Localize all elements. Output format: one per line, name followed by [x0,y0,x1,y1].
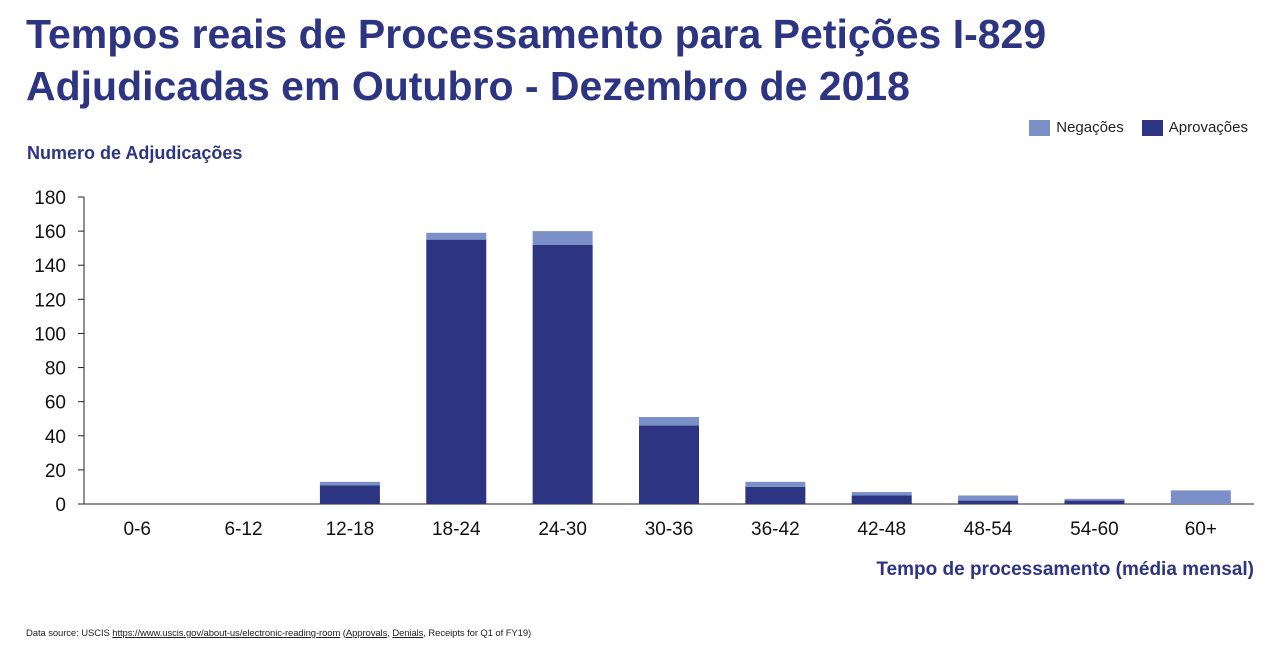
legend-label-negacoes: Negações [1056,119,1124,136]
bar-aprovacoes-30-36 [639,425,699,504]
x-tick-label-24-30: 24-30 [538,519,587,540]
x-tick-label-0-6: 0-6 [123,519,150,540]
source-comma: , [387,628,393,639]
bar-negacoes-18-24 [426,232,487,240]
bar-aprovacoes-36-42 [745,486,806,504]
y-tick-label-140: 140 [34,256,66,277]
bar-aprovacoes-24-30 [532,244,593,504]
y-tick-label-20: 20 [45,461,66,482]
bar-negacoes-30-36 [639,417,699,426]
data-source-note: Data source: USCIS https://www.uscis.gov… [26,628,531,639]
x-tick-label-18-24: 18-24 [432,519,481,540]
y-tick-label-120: 120 [34,290,66,311]
x-tick-label-48-54: 48-54 [964,519,1013,540]
source-link[interactable]: https://www.uscis.gov/about-us/electroni… [112,628,341,639]
y-tick-label-0: 0 [55,495,66,516]
legend-label-aprovacoes: Aprovações [1168,119,1248,136]
legend-item-negacoes: Negações [1029,119,1124,136]
bar-chart: 0 20 40 60 80 100 120 140 160 180 0-6 6-12 12-18 18-2… [34,188,1254,540]
source-suffix: , Receipts for Q1 of FY19) [423,628,532,639]
x-tick-label-42-48: 42-48 [857,519,906,540]
bar-aprovacoes-54-60 [1064,500,1125,504]
chart-title: Tempos reais de Processamento para Petiç… [26,8,1126,112]
source-prefix: Data source: USCIS [26,628,113,639]
y-tick-label-180: 180 [34,188,66,209]
bar-aprovacoes-12-18 [319,485,380,504]
bar-negacoes-36-42 [745,481,806,487]
x-tick-label-36-42: 36-42 [751,519,800,540]
legend-swatch-negacoes [1029,119,1051,136]
legend-swatch-aprovacoes [1141,119,1163,136]
bar-negacoes-48-54 [958,495,1019,501]
x-tick-label-12-18: 12-18 [326,519,375,540]
denials-link[interactable]: Denials [392,628,424,639]
bar-negacoes-54-60 [1064,498,1125,501]
bar-negacoes-60+ [1170,490,1231,504]
x-tick-label-6-12: 6-12 [225,519,263,540]
y-tick-label-40: 40 [45,427,66,448]
approvals-link[interactable]: Approvals [345,628,388,639]
x-tick-label-30-36: 30-36 [645,519,694,540]
bar-aprovacoes-48-54 [958,500,1019,504]
bar-aprovacoes-18-24 [426,239,487,504]
y-axis-label: Numero de Adjudicações [27,143,243,163]
chart-title-line-2: Adjudicadas em Outubro - Dezembro de 201… [26,63,910,109]
x-tick-label-60+: 60+ [1185,519,1217,540]
x-axis-label: Tempo de processamento (média mensal) [876,559,1254,580]
y-tick-label-100: 100 [34,324,66,345]
legend: Negações Aprovações [1029,119,1248,136]
bar-negacoes-12-18 [319,481,380,486]
bar-negacoes-42-48 [851,492,912,496]
y-tick-label-80: 80 [45,359,66,380]
y-tick-label-60: 60 [45,393,66,414]
source-middle: ( [340,628,346,639]
bar-aprovacoes-42-48 [851,495,912,504]
x-tick-label-54-60: 54-60 [1070,519,1119,540]
chart-title-line-1: Tempos reais de Processamento para Petiç… [26,11,1047,57]
y-tick-label-160: 160 [34,222,66,243]
bar-negacoes-24-30 [532,231,593,245]
legend-item-aprovacoes: Aprovações [1141,119,1248,136]
